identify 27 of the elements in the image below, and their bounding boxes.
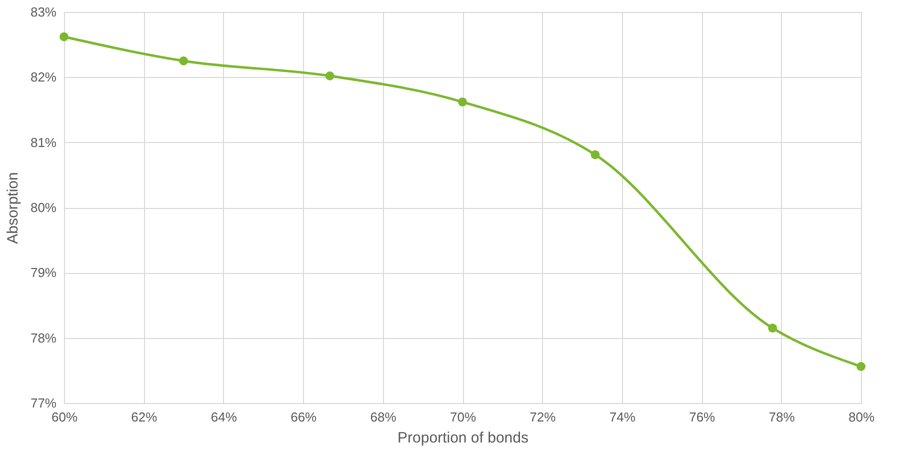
y-tick-label: 80% <box>30 200 57 215</box>
x-tick-label: 80% <box>848 410 875 424</box>
x-tick-label: 62% <box>131 410 158 424</box>
y-tick-label: 79% <box>30 265 57 280</box>
x-tick-label: 74% <box>609 410 636 424</box>
y-tick-label: 83% <box>30 4 57 20</box>
y-tick-label: 82% <box>30 70 57 85</box>
point <box>458 97 467 106</box>
point <box>179 56 188 66</box>
y-axis-title: Absorption <box>4 172 22 244</box>
x-tick-label: 78% <box>768 410 796 424</box>
point <box>590 150 600 160</box>
x-tick-label: 68% <box>370 410 397 424</box>
point <box>768 324 778 333</box>
point <box>325 71 334 80</box>
point <box>856 362 866 371</box>
x-axis-title: Proportion of bonds <box>398 430 528 446</box>
x-tick-label: 66% <box>290 410 318 424</box>
point <box>60 32 68 42</box>
x-tick-label: 76% <box>689 410 716 424</box>
x-tick-label: 70% <box>450 410 476 424</box>
x-tick-label: 64% <box>210 410 238 424</box>
y-tick-label: 81% <box>30 134 57 150</box>
x-tick-label: 60% <box>51 410 78 424</box>
y-tick-label: 78% <box>30 330 57 346</box>
x-tick-label: 72% <box>530 410 556 424</box>
y-tick-label: 77% <box>30 396 57 410</box>
